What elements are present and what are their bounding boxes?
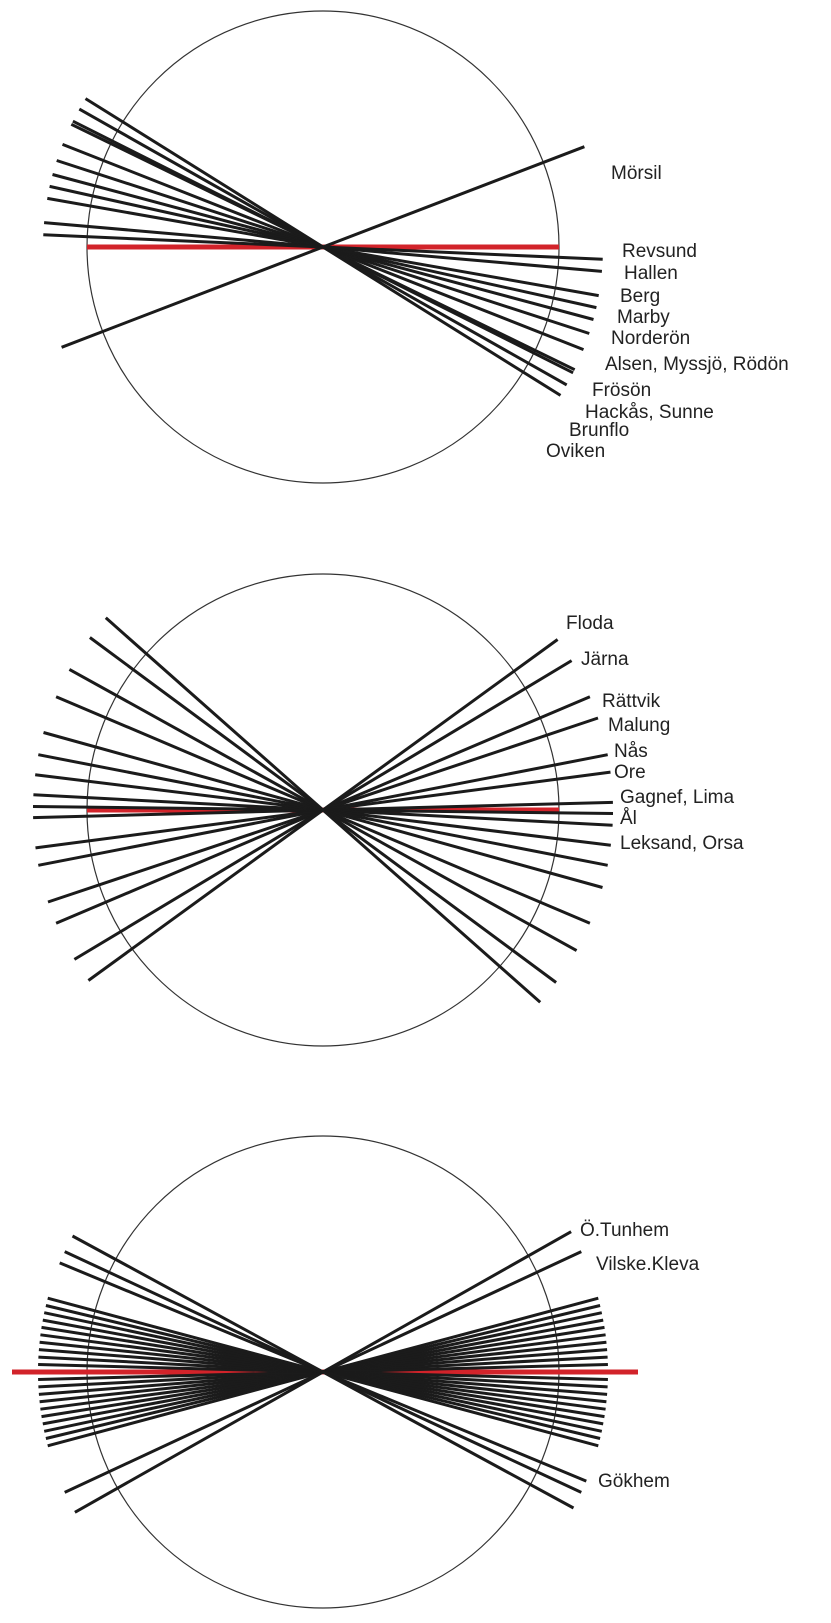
place-labels: Ö.Tunhem Vilske.Kleva Gökhem	[580, 1220, 700, 1492]
place-label-ore: Ore	[614, 762, 646, 783]
place-label-oviken: Oviken	[546, 441, 605, 462]
orientation-diagram-jamtland: Mörsil Revsund Hallen Berg Marby Norderö…	[43, 10, 789, 484]
place-label-morsil: Mörsil	[611, 163, 662, 184]
place-label-nas: Nås	[614, 741, 648, 762]
place-label-leksand-orsa: Leksand, Orsa	[620, 833, 744, 854]
place-label-jarna: Järna	[581, 649, 629, 670]
orientation-line	[71, 1234, 575, 1510]
place-label-marby: Marby	[617, 307, 670, 328]
place-labels: Mörsil Revsund Hallen Berg Marby Norderö…	[546, 163, 789, 462]
orientation-lines	[32, 616, 614, 1004]
place-label-floda: Floda	[566, 613, 614, 634]
place-label-alsen-myssjo-rodon: Alsen, Myssjö, Rödön	[605, 354, 789, 375]
place-label-hallen: Hallen	[624, 263, 678, 284]
place-label-o-tunhem: Ö.Tunhem	[580, 1220, 669, 1241]
place-label-vilske-kleva: Vilske.Kleva	[596, 1254, 700, 1275]
orientation-lines	[43, 97, 603, 397]
place-label-rattvik: Rättvik	[602, 691, 661, 712]
orientation-diagram-vastergotland: Ö.Tunhem Vilske.Kleva Gökhem	[12, 1135, 700, 1609]
place-label-froson: Frösön	[592, 380, 651, 401]
place-label-gokhem: Gökhem	[598, 1471, 670, 1492]
place-label-brunflo: Brunflo	[569, 420, 629, 441]
place-label-norderon: Norderön	[611, 328, 690, 349]
orientation-lines	[12, 1230, 638, 1514]
place-label-revsund: Revsund	[622, 241, 697, 262]
place-labels: Floda Järna Rättvik Malung Nås Ore Gagne…	[566, 613, 744, 854]
orientation-line	[104, 616, 542, 1004]
orientation-line	[61, 145, 585, 349]
place-label-hackas-sunne: Hackås, Sunne	[585, 402, 714, 423]
place-label-gagnef-lima: Gagnef, Lima	[620, 787, 734, 808]
orientation-diagram-dalarna: Floda Järna Rättvik Malung Nås Ore Gagne…	[32, 573, 744, 1047]
place-label-malung: Malung	[608, 715, 670, 736]
place-label-al: Ål	[620, 808, 637, 829]
place-label-berg: Berg	[620, 286, 660, 307]
